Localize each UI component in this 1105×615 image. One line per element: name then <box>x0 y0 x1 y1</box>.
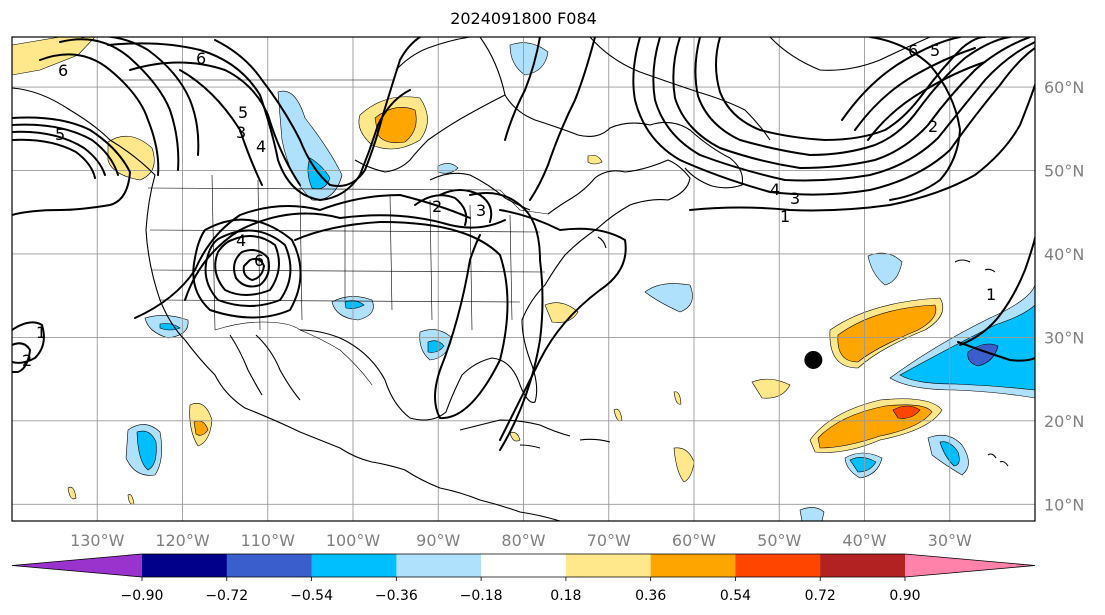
contour-label: 6 <box>196 49 206 68</box>
shade-positive <box>673 447 695 483</box>
map-frame <box>11 36 1036 522</box>
contour-label: 6 <box>254 251 264 270</box>
colorbar-label: 0.36 <box>635 588 666 604</box>
shade-negative <box>427 340 445 353</box>
storm-marker <box>804 350 823 369</box>
contour-lines <box>12 37 1035 451</box>
contour-label: 6 <box>908 41 918 60</box>
longitude-tick-labels: 130°W 120°W 110°W 100°W 90°W 80°W 70°W 60°W 50°W… <box>70 531 972 550</box>
contour-label: 4 <box>770 180 780 199</box>
contour-label: 4 <box>236 231 246 250</box>
colorbar-extend-high <box>905 554 1035 577</box>
colorbar-label: −0.36 <box>375 588 418 604</box>
contour-label: 4 <box>256 137 266 156</box>
lon-tick-label: 60°W <box>672 531 716 550</box>
colorbar-segment <box>311 554 397 577</box>
shade-positive <box>613 408 623 422</box>
colorbar-label: 0.90 <box>889 588 920 604</box>
shade-negative <box>136 430 157 471</box>
contour-label: 5 <box>238 103 248 122</box>
lon-tick-label: 40°W <box>842 531 886 550</box>
contour-label: 2 <box>432 197 442 216</box>
lon-tick-label: 110°W <box>241 531 296 550</box>
shade-negative <box>644 283 693 313</box>
lat-tick-label: 50°N <box>1044 162 1084 181</box>
latitude-tick-labels: 10°N 20°N 30°N 40°N 50°N 60°N <box>1044 78 1084 514</box>
colorbar-segment <box>142 554 228 577</box>
map-area: 6 5 6 5 3 4 6 4 2 3 1 2 4 3 1 6 5 2 1 <box>12 37 1035 521</box>
lat-tick-label: 60°N <box>1044 78 1084 97</box>
shade-negative <box>799 507 825 521</box>
colorbar-label: −0.18 <box>460 588 503 604</box>
colorbar-label: 0.18 <box>550 588 581 604</box>
colorbar-segment <box>820 554 906 577</box>
colorbar: −0.90 −0.72 −0.54 −0.36 −0.18 0.18 0.36 0.54 0.7… <box>11 553 1036 604</box>
lon-tick-label: 130°W <box>70 531 125 550</box>
colorbar-segment <box>396 554 482 577</box>
shade-positive <box>673 391 682 405</box>
colorbar-label: 0.54 <box>720 588 751 604</box>
shade-positive <box>374 107 417 143</box>
lon-tick-label: 120°W <box>155 531 210 550</box>
shade-negative <box>344 300 365 309</box>
lon-tick-label: 50°W <box>757 531 801 550</box>
contour-label: 5 <box>930 41 940 60</box>
colorbar-label: 0.72 <box>805 588 836 604</box>
lat-tick-label: 40°N <box>1044 245 1084 264</box>
colorbar-segment <box>565 554 652 577</box>
page-title: 2024091800 F084 <box>450 9 597 28</box>
shade-positive <box>837 304 937 363</box>
colorbar-extend-low <box>12 554 142 577</box>
colorbar-segment <box>226 554 313 577</box>
lat-tick-label: 20°N <box>1044 412 1084 431</box>
contour-label: 3 <box>790 189 800 208</box>
colorbar-segment <box>735 554 821 577</box>
colorbar-label: −0.90 <box>121 588 164 604</box>
colorbar-label: −0.72 <box>205 588 248 604</box>
lat-tick-label: 30°N <box>1044 328 1084 347</box>
shade-negative <box>849 457 877 473</box>
shade-positive <box>587 154 603 165</box>
contour-label: 2 <box>928 117 938 136</box>
shade-positive <box>751 378 791 399</box>
colorbar-segment <box>650 554 736 577</box>
lon-tick-label: 30°W <box>928 531 972 550</box>
shade-negative <box>867 252 903 286</box>
coastlines <box>12 37 1009 521</box>
shade-negative <box>967 343 999 367</box>
contour-label: 3 <box>236 123 246 142</box>
shade-positive <box>509 432 521 442</box>
contour-label: 1 <box>986 285 996 304</box>
contour-label: 2 <box>22 351 32 370</box>
colorbar-segment <box>481 554 567 577</box>
contour-label: 1 <box>36 323 46 342</box>
contour-label: 6 <box>58 61 68 80</box>
contour-labels: 6 5 6 5 3 4 6 4 2 3 1 2 4 3 1 6 5 2 1 <box>22 41 996 370</box>
shade-positive <box>67 486 77 500</box>
lon-tick-label: 80°W <box>501 531 545 550</box>
colorbar-label: −0.54 <box>290 588 333 604</box>
shade-negative <box>509 42 549 76</box>
lat-tick-label: 10°N <box>1044 495 1084 514</box>
lon-tick-label: 100°W <box>326 531 381 550</box>
shade-positive <box>892 405 921 419</box>
contour-label: 3 <box>476 201 486 220</box>
contour-label: 5 <box>55 125 65 144</box>
lon-tick-label: 90°W <box>416 531 460 550</box>
lon-tick-label: 70°W <box>587 531 631 550</box>
contour-label: 1 <box>780 207 790 226</box>
